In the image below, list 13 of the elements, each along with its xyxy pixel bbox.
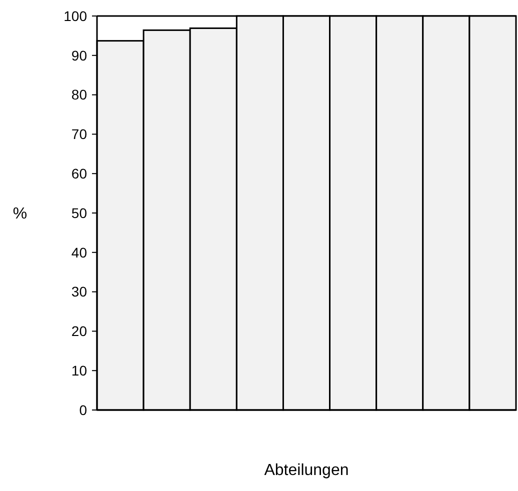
y-tick-label: 10 (71, 362, 88, 378)
y-tick-label: 60 (71, 166, 88, 182)
y-tick-label: 50 (71, 204, 88, 221)
y-tick-label: 0 (79, 402, 88, 418)
y-tick-label: 90 (71, 47, 88, 64)
y-axis-title: % (12, 206, 28, 223)
y-tick-label: 80 (71, 86, 88, 103)
y-tick-label: 70 (71, 126, 88, 142)
y-tick-label: 20 (71, 323, 88, 340)
y-tick-label: 100 (64, 8, 88, 24)
x-axis-title: Abteilungen (264, 462, 349, 479)
y-tick-label: 30 (71, 284, 88, 300)
y-tick-label: 40 (71, 244, 88, 260)
